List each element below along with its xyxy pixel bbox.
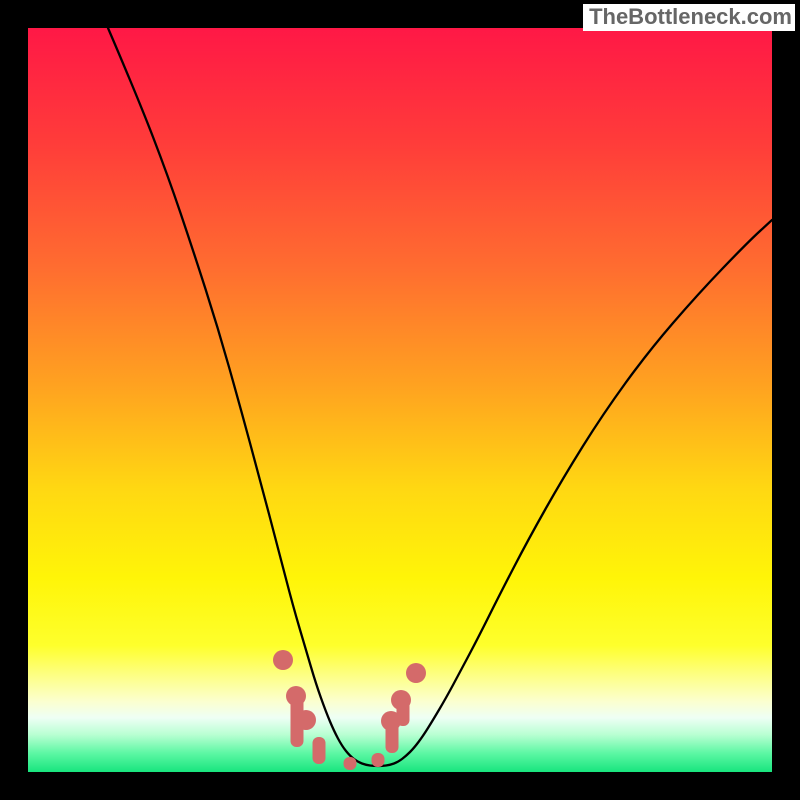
marker-dot [391, 690, 411, 710]
marker-dot [296, 710, 316, 730]
marker-dot [273, 650, 293, 670]
marker-dot [406, 663, 426, 683]
chart-svg [28, 28, 772, 772]
marker-dot [381, 711, 401, 731]
chart-plot-area [28, 28, 772, 772]
marker-bar [344, 757, 357, 770]
marker-dot [286, 686, 306, 706]
marker-bar [372, 753, 385, 767]
gradient-background [28, 28, 772, 772]
watermark-text: TheBottleneck.com [583, 4, 795, 31]
marker-bar [313, 737, 326, 764]
